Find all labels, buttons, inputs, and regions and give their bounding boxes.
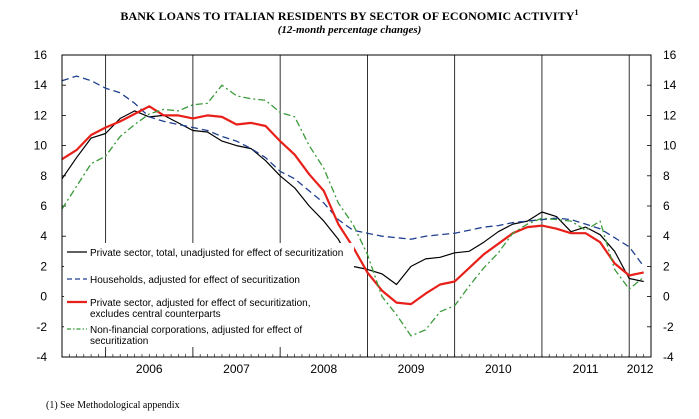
y-tick-label-right: 16 bbox=[663, 48, 677, 62]
x-tick-label-2006: 2006 bbox=[136, 362, 163, 376]
legend-label-3: Non-financial corporations, adjusted for… bbox=[90, 325, 302, 336]
y-tick-label-left: -4 bbox=[36, 350, 47, 364]
x-tick-label-2007: 2007 bbox=[223, 362, 250, 376]
y-tick-label-left: 6 bbox=[40, 199, 47, 213]
legend-label-1: Households, adjusted for effect of secur… bbox=[90, 275, 300, 286]
y-tick-label-left: 4 bbox=[40, 229, 47, 243]
legend-label-0: Private sector, total, unadjusted for ef… bbox=[90, 248, 343, 259]
legend-box bbox=[64, 243, 354, 347]
series-line-1 bbox=[61, 75, 645, 267]
y-tick-label-right: 8 bbox=[663, 169, 670, 183]
chart-subtitle: (12-month percentage changes) bbox=[277, 24, 422, 36]
legend-label-2: Private sector, adjusted for effect of s… bbox=[90, 298, 310, 309]
chart-title-footnote-mark: 1 bbox=[574, 8, 579, 17]
y-tick-label-left: 8 bbox=[40, 169, 47, 183]
series-line-3 bbox=[61, 84, 645, 337]
y-tick-label-left: 10 bbox=[34, 139, 48, 153]
y-tick-label-right: 14 bbox=[663, 78, 677, 92]
y-tick-label-right: 2 bbox=[663, 259, 670, 273]
x-tick-label-2009: 2009 bbox=[398, 362, 425, 376]
x-tick-label-2010: 2010 bbox=[485, 362, 512, 376]
y-tick-label-right: 10 bbox=[663, 139, 677, 153]
footnote: (1) See Methodological appendix bbox=[46, 400, 180, 411]
chart-title-text: BANK LOANS TO ITALIAN RESIDENTS BY SECTO… bbox=[120, 9, 575, 23]
legend-label-3-line2: securitization bbox=[90, 336, 148, 347]
chart-title: BANK LOANS TO ITALIAN RESIDENTS BY SECTO… bbox=[0, 8, 699, 24]
y-tick-label-left: 12 bbox=[34, 108, 48, 122]
y-tick-label-left: 16 bbox=[34, 48, 48, 62]
legend-label-2-line2: excludes central counterparts bbox=[90, 309, 221, 320]
plot-frame bbox=[61, 54, 652, 358]
y-tick-label-right: 0 bbox=[663, 290, 670, 304]
y-tick-label-left: -2 bbox=[36, 320, 47, 334]
x-tick-label-2008: 2008 bbox=[310, 362, 337, 376]
y-tick-label-right: 12 bbox=[663, 108, 677, 122]
y-tick-label-right: 4 bbox=[663, 229, 670, 243]
x-tick-label-2011: 2011 bbox=[573, 362, 599, 376]
y-tick-label-left: 0 bbox=[40, 290, 47, 304]
y-tick-label-left: 2 bbox=[40, 259, 47, 273]
x-tick-label-2012: 2012 bbox=[627, 362, 654, 376]
y-tick-label-right: 6 bbox=[663, 199, 670, 213]
y-tick-label-right: -4 bbox=[663, 350, 674, 364]
y-tick-label-left: 14 bbox=[34, 78, 48, 92]
y-tick-label-right: -2 bbox=[663, 320, 674, 334]
